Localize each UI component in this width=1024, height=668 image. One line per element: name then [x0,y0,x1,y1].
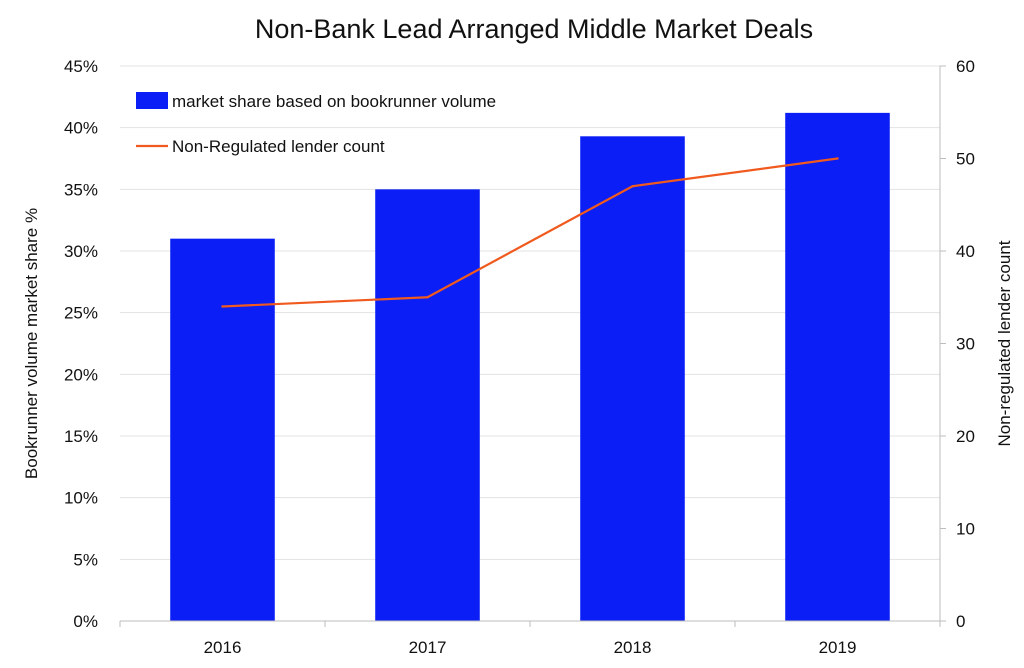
line-series [221,157,839,308]
bar [375,189,480,622]
y-tick-label: 45% [64,57,98,76]
legend-label-line: Non-Regulated lender count [172,137,385,156]
x-tick-label: 2016 [204,638,242,657]
bar-series [170,112,890,622]
y-tick-label: 35% [64,180,98,199]
legend: market share based on bookrunner volume N… [136,92,496,156]
line-point [426,296,429,299]
y-tick-label: 5% [73,550,98,569]
x-tick-label: 2018 [614,638,652,657]
y2-tick-label: 60 [956,57,975,76]
y2-tick-label: 20 [956,427,975,446]
y2-tick-label: 30 [956,335,975,354]
y-tick-label: 20% [64,365,98,384]
line-point [631,185,634,188]
y-tick-label: 10% [64,489,98,508]
legend-swatch-bar [136,92,168,109]
y2-tick-label: 40 [956,242,975,261]
y-tick-label: 40% [64,119,98,138]
line-point [836,157,839,160]
bar [580,136,685,622]
y-tick-label: 15% [64,427,98,446]
y-axis-label: Bookrunner volume market share % [22,208,41,479]
y-tick-label: 25% [64,304,98,323]
legend-label-bar: market share based on bookrunner volume [172,92,496,111]
axes: 0% 5% 10% 15% 20% 25% 30% 35% 40% 45% 0 10 20 30 40 50 6… [64,57,975,657]
y2-tick-label: 50 [956,150,975,169]
x-tick-label: 2019 [819,638,857,657]
line-path [222,157,838,308]
chart-title: Non-Bank Lead Arranged Middle Market Dea… [255,14,813,44]
y-tick-label: 30% [64,242,98,261]
y2-axis-label: Non-regulated lender count [995,240,1014,446]
line-point [221,305,224,308]
y-tick-label: 0% [73,612,98,631]
y2-tick-label: 0 [956,612,965,631]
bar [785,112,890,621]
y2-tick-label: 10 [956,520,975,539]
x-tick-label: 2017 [409,638,447,657]
bar [170,238,275,621]
